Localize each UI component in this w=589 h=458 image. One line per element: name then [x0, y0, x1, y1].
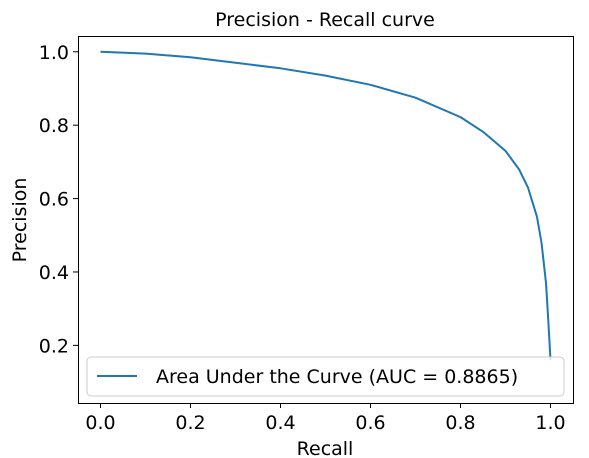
- axis-ticks: 0.0 0.2 0.4 0.6 0.8 1.0 0.2 0.4 0.6 0.8 1.0: [39, 42, 566, 434]
- x-tick-label: 0.4: [265, 412, 295, 434]
- legend: Area Under the Curve (AUC = 0.8865): [86, 356, 565, 397]
- x-tick-label: 0.2: [175, 412, 205, 434]
- x-tick-label: 0.6: [355, 412, 385, 434]
- plot-area: [100, 50, 552, 361]
- y-axis-title: Precision: [9, 178, 31, 263]
- legend-label: Area Under the Curve (AUC = 0.8865): [156, 366, 518, 388]
- series-line-0: [100, 50, 552, 361]
- chart-title: Precision - Recall curve: [215, 9, 435, 31]
- legend-box: [86, 356, 565, 397]
- y-tick-label: 1.0: [39, 42, 69, 64]
- x-tick-label: 0.0: [85, 412, 115, 434]
- y-tick-label: 0.2: [39, 335, 69, 357]
- y-tick-label: 0.4: [39, 262, 69, 284]
- x-axis-title: Recall: [297, 438, 354, 458]
- plot-frame: [78, 36, 574, 404]
- x-tick-label: 0.8: [445, 412, 475, 434]
- y-tick-label: 0.6: [39, 189, 69, 211]
- x-tick-label: 1.0: [535, 412, 565, 434]
- y-tick-label: 0.8: [39, 115, 69, 137]
